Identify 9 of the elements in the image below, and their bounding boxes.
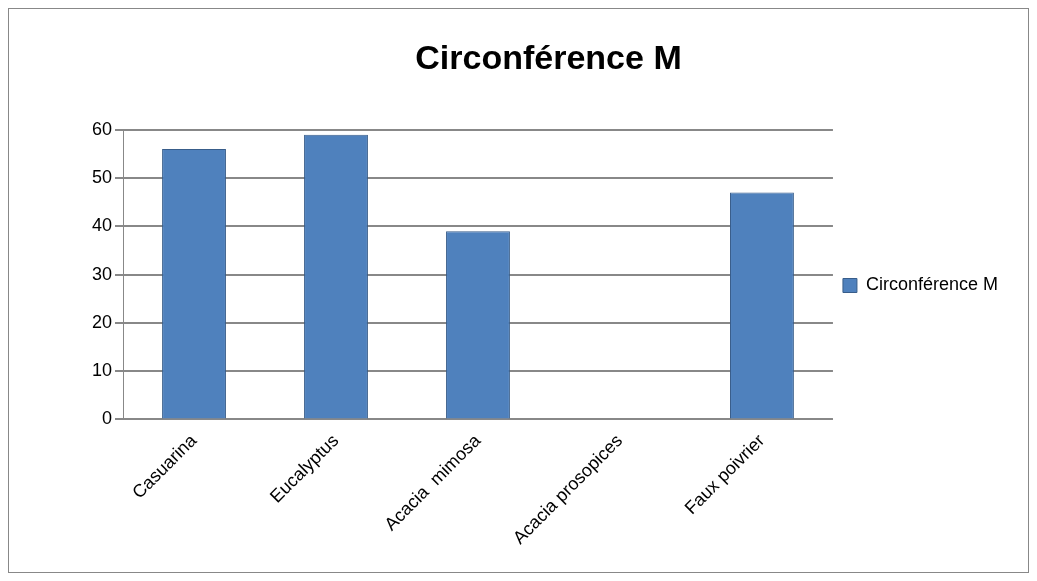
- chart-title: Circonférence M: [415, 37, 682, 76]
- y-tick-label: 20: [91, 311, 113, 332]
- y-tick-label: 0: [102, 408, 113, 429]
- y-tick-label: 30: [91, 263, 113, 284]
- y-tick-label: 50: [91, 167, 113, 188]
- y-tick-label: 60: [91, 118, 113, 139]
- y-tick-label: 10: [91, 360, 113, 381]
- y-tick-label: 40: [91, 215, 113, 236]
- legend-label: Circonférence M: [865, 274, 998, 295]
